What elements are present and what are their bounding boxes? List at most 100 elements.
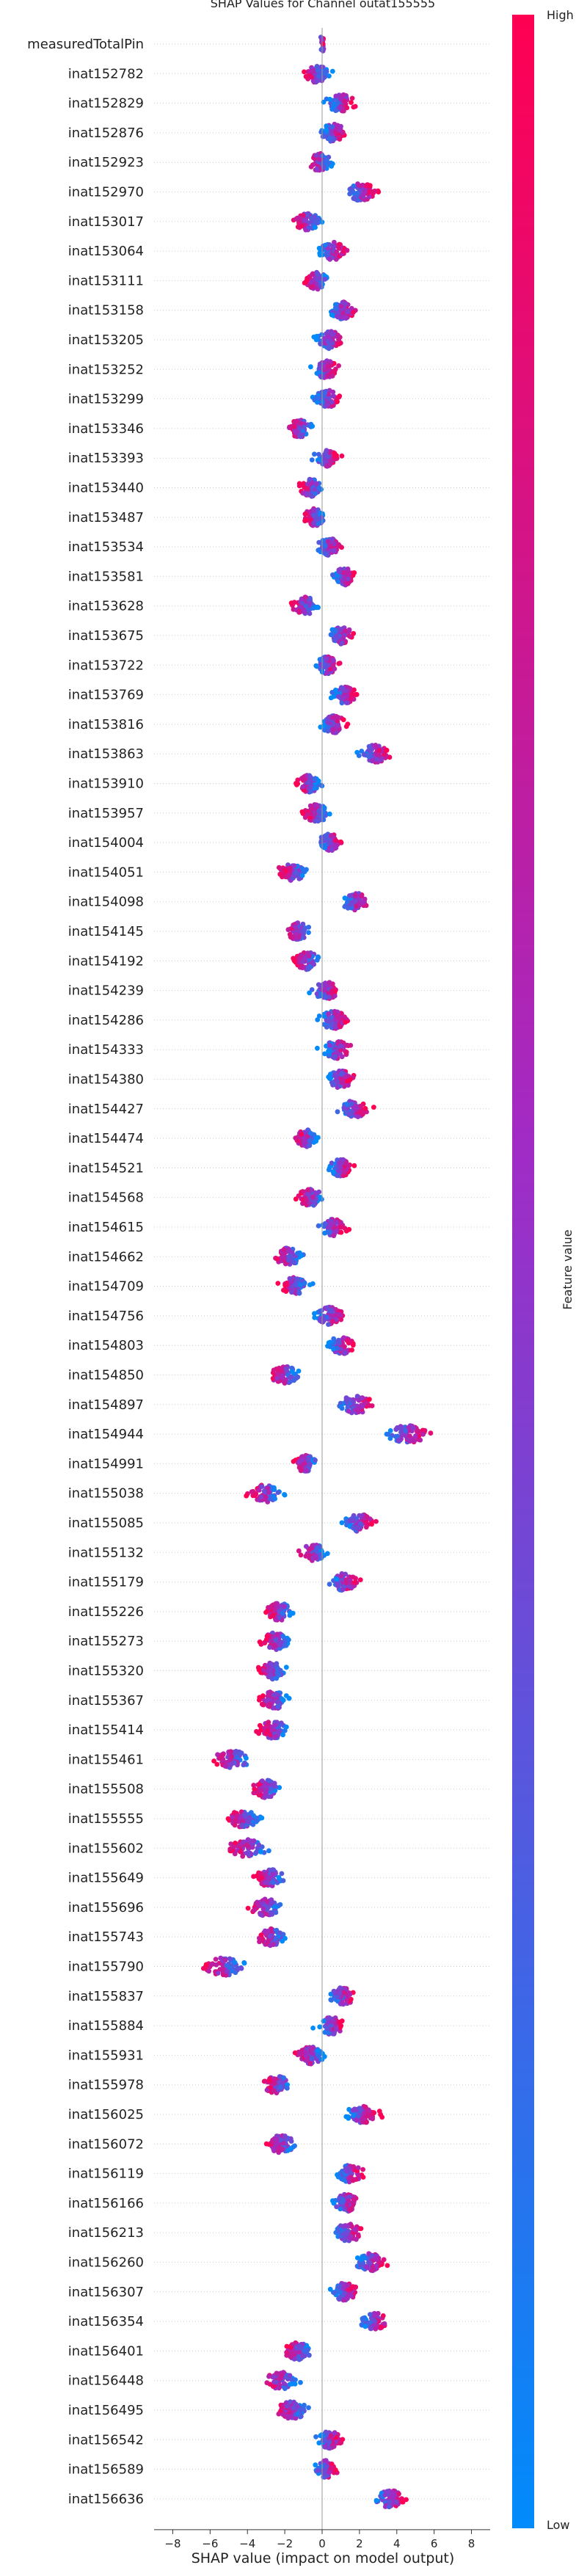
shap-point (275, 1281, 281, 1286)
shap-point (274, 1375, 280, 1381)
shap-point (269, 1604, 274, 1609)
feature-points (318, 832, 344, 853)
feature-points (335, 1099, 376, 1119)
shap-point (329, 106, 335, 112)
shap-point (342, 1344, 347, 1350)
shap-point (309, 272, 315, 277)
shap-point (335, 1345, 340, 1351)
shap-point (274, 1631, 280, 1637)
shap-point (321, 1317, 326, 1322)
shap-point (259, 1881, 265, 1887)
shap-point (312, 776, 317, 782)
feature-points (325, 1335, 356, 1356)
shap-point (299, 873, 305, 878)
feature-points (302, 506, 326, 528)
shap-point (338, 2023, 344, 2029)
shap-point (326, 334, 331, 339)
shap-point (251, 1783, 257, 1788)
shap-point (325, 364, 331, 369)
shap-point (332, 129, 338, 135)
shap-point (350, 1341, 356, 1347)
feature-label: inat156213 (68, 2225, 144, 2241)
shap-point (238, 1849, 243, 1855)
shap-point (253, 1491, 259, 1496)
shap-point (318, 782, 324, 788)
shap-point (220, 1962, 226, 1968)
shap-point (354, 691, 360, 697)
shap-point (335, 694, 341, 699)
feature-points (313, 654, 343, 677)
shap-point (351, 687, 357, 693)
shap-point (266, 1778, 272, 1783)
shap-point (333, 2020, 338, 2026)
shap-point (357, 1524, 362, 1530)
shap-point (267, 1933, 273, 1939)
feature-points (211, 1748, 249, 1770)
shap-point (327, 1043, 332, 1048)
shap-point (335, 579, 341, 584)
shap-point (308, 774, 313, 780)
shap-point (316, 217, 321, 222)
shap-point (271, 1493, 277, 1499)
shap-point (307, 517, 313, 523)
feature-label: inat154051 (68, 865, 144, 880)
feature-label: inat153769 (68, 688, 144, 703)
shap-point (341, 570, 347, 575)
shap-point (307, 1282, 313, 1287)
shap-point (271, 1880, 276, 1885)
shap-point (329, 1022, 334, 1027)
feature-label: inat156119 (68, 2166, 144, 2182)
shap-point (346, 1338, 351, 1344)
shap-point (318, 70, 324, 76)
shap-point (339, 1405, 345, 1411)
shap-point (416, 1437, 422, 1442)
shap-point (308, 284, 313, 289)
feature-points (312, 1304, 346, 1327)
feature-label: inat155179 (68, 1575, 144, 1590)
shap-point (271, 1367, 277, 1373)
shap-point (359, 1396, 364, 1401)
shap-point (327, 461, 333, 467)
shap-point (322, 1220, 328, 1226)
shap-point (286, 1637, 291, 1642)
shap-point (318, 129, 324, 135)
feature-label: inat153064 (68, 244, 144, 259)
shap-point (311, 961, 317, 967)
feature-points (291, 211, 325, 233)
feature-label: inat156307 (68, 2285, 144, 2300)
shap-point (348, 902, 353, 907)
shap-point (227, 1847, 233, 1852)
shap-point (312, 1311, 317, 1317)
shap-point (286, 1257, 291, 1263)
shap-point (343, 724, 349, 729)
feature-label: inat154521 (68, 1160, 144, 1176)
shap-point (279, 1871, 285, 1877)
shap-point (203, 1962, 209, 1968)
shap-point (273, 1910, 279, 1915)
feature-points (384, 1423, 434, 1445)
shap-point (316, 818, 321, 824)
feature-label: inat154098 (68, 895, 144, 910)
shap-point (351, 570, 357, 575)
shap-point (335, 718, 340, 724)
shap-point (280, 1375, 285, 1380)
shap-point (214, 1962, 219, 1968)
shap-point (357, 902, 362, 908)
feature-label: inat152923 (68, 155, 144, 170)
shap-point (313, 1458, 318, 1463)
feature-label: inat155743 (68, 1929, 144, 1945)
shap-point (305, 212, 310, 218)
shap-point (340, 717, 346, 723)
shap-point (313, 491, 318, 496)
feature-points (294, 773, 325, 795)
shap-point (280, 1610, 285, 1616)
shap-point (327, 811, 332, 817)
shap-point (328, 695, 334, 701)
shap-point (314, 957, 320, 963)
shap-point (232, 1960, 238, 1965)
shap-point (282, 1642, 288, 1648)
feature-label: inat154756 (68, 1309, 144, 1324)
shap-point (298, 1282, 303, 1288)
shap-point (299, 959, 305, 964)
feature-points (299, 802, 332, 824)
